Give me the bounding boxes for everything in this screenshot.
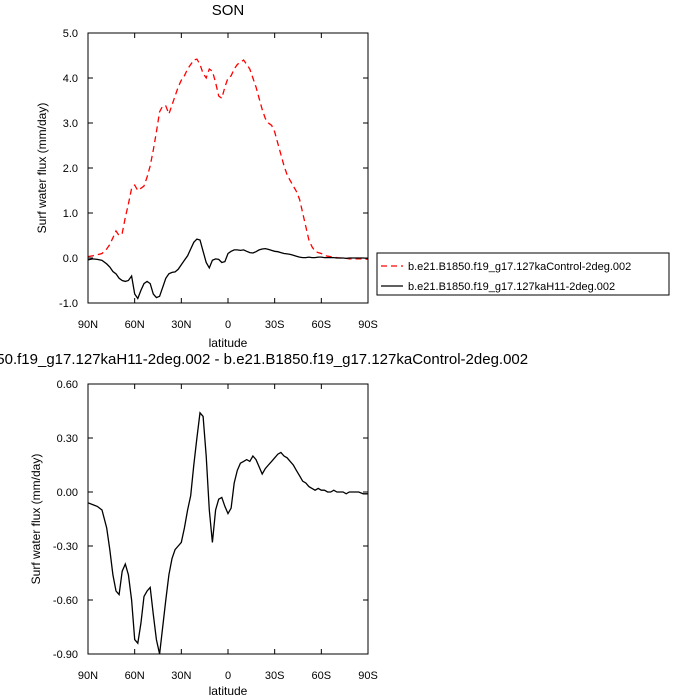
bottom-y-tick-label: -0.60 — [53, 595, 78, 607]
top-y-tick-label: 1.0 — [63, 208, 78, 220]
bottom-x-axis-label: latitude — [209, 684, 248, 698]
bottom-x-tick-label: 60S — [312, 670, 332, 682]
top-x-tick-label: 60N — [125, 319, 145, 331]
bottom-plot-frame — [87, 383, 369, 655]
top-legend: b.e21.B1850.f19_g17.127kaControl-2deg.00… — [376, 252, 670, 296]
top-series-group — [87, 58, 369, 300]
top-plot-frame — [87, 32, 369, 304]
top-chart-title: SON — [212, 2, 245, 19]
top-chart: SON -1.0 0.0 1.0 2.0 3.0 4.0 5.0 90N 60N 30N 0 30S… — [35, 2, 670, 350]
top-series-line-2 — [87, 238, 369, 300]
bottom-y-axis: -0.90 -0.60 -0.30 0.00 0.30 0.60 — [53, 379, 368, 661]
bottom-x-tick-label: 30N — [171, 670, 191, 682]
bottom-x-tick-label: 90N — [78, 670, 98, 682]
bottom-chart: b.e21.B1850.f19_g17.127kaH11-2deg.002 - … — [0, 351, 528, 698]
top-x-tick-label: 30N — [171, 319, 191, 331]
legend-label-1: b.e21.B1850.f19_g17.127kaControl-2deg.00… — [408, 261, 631, 273]
top-series-line-1 — [87, 58, 369, 261]
top-x-tick-label: 90S — [358, 319, 378, 331]
bottom-y-tick-label: -0.30 — [53, 541, 78, 553]
top-y-tick-label: -1.0 — [59, 298, 78, 310]
top-y-axis-label: Surf water flux (mm/day) — [35, 103, 49, 234]
bottom-x-tick-label: 60N — [125, 670, 145, 682]
bottom-x-tick-label: 0 — [225, 670, 231, 682]
legend-label-2: b.e21.B1850.f19_g17.127kaH11-2deg.002 — [408, 281, 615, 293]
top-x-tick-label: 60S — [312, 319, 332, 331]
bottom-x-axis: 90N 60N 30N 0 30S 60S 90S — [78, 384, 378, 682]
top-x-tick-label: 0 — [225, 319, 231, 331]
bottom-y-tick-label: -0.90 — [53, 649, 78, 661]
top-y-tick-label: 5.0 — [63, 28, 78, 40]
bottom-y-tick-label: 0.00 — [57, 487, 78, 499]
bottom-series-line-1 — [87, 411, 368, 655]
top-y-tick-label: 4.0 — [63, 73, 78, 85]
top-x-axis-label: latitude — [209, 336, 248, 350]
bottom-y-axis-label: Surf water flux (mm/day) — [29, 454, 43, 585]
top-x-axis: 90N 60N 30N 0 30S 60S 90S — [78, 33, 378, 331]
bottom-x-tick-label: 90S — [358, 670, 378, 682]
top-x-tick-label: 30S — [265, 319, 285, 331]
bottom-series-group — [87, 411, 368, 655]
top-y-axis: -1.0 0.0 1.0 2.0 3.0 4.0 5.0 — [59, 28, 368, 310]
top-x-tick-label: 90N — [78, 319, 98, 331]
top-y-tick-label: 3.0 — [63, 118, 78, 130]
top-y-tick-label: 0.0 — [63, 253, 78, 265]
top-y-tick-label: 2.0 — [63, 163, 78, 175]
legend-frame — [376, 252, 670, 296]
bottom-chart-title: b.e21.B1850.f19_g17.127kaH11-2deg.002 - … — [0, 351, 528, 368]
bottom-y-tick-label: 0.30 — [57, 433, 78, 445]
bottom-y-tick-label: 0.60 — [57, 379, 78, 391]
bottom-x-tick-label: 30S — [265, 670, 285, 682]
